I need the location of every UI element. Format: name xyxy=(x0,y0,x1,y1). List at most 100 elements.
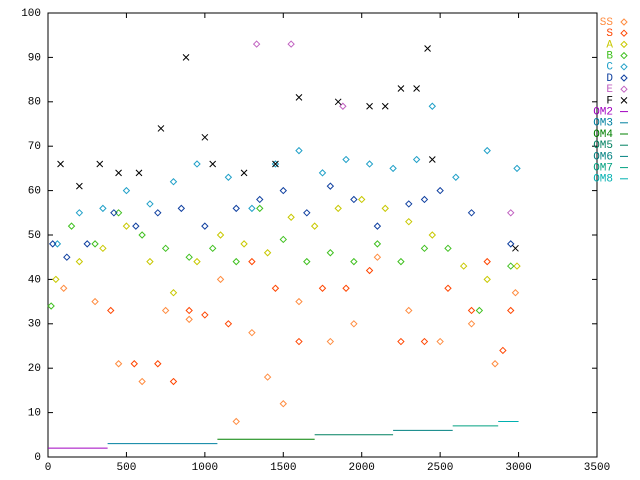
data-point xyxy=(201,311,209,319)
data-point xyxy=(161,244,170,253)
legend-swatch xyxy=(620,85,628,93)
legend-label: OM3 xyxy=(593,118,613,130)
x-tick-label: 2500 xyxy=(427,462,453,474)
data-point xyxy=(96,160,104,168)
data-point xyxy=(365,266,374,275)
x-tick-label: 500 xyxy=(117,462,137,474)
data-point xyxy=(483,275,491,284)
data-point xyxy=(169,289,178,297)
data-point xyxy=(467,306,476,315)
data-point xyxy=(232,257,240,266)
data-point xyxy=(420,195,429,204)
data-point xyxy=(326,337,335,346)
data-point xyxy=(232,417,240,426)
data-point xyxy=(318,284,327,292)
data-point xyxy=(303,209,311,217)
y-tick-label: 80 xyxy=(28,97,41,109)
data-point xyxy=(67,222,76,230)
data-point xyxy=(154,360,162,368)
legend-label: C xyxy=(606,62,613,74)
data-point xyxy=(240,169,248,177)
data-point xyxy=(350,320,358,328)
legend-label: SS xyxy=(600,17,614,29)
data-point xyxy=(48,240,57,248)
data-point xyxy=(513,164,521,173)
legend-swatch xyxy=(620,29,628,37)
legend-label: OM4 xyxy=(593,129,613,141)
data-point xyxy=(224,320,233,328)
data-point xyxy=(512,244,519,252)
data-point xyxy=(428,231,437,239)
data-point xyxy=(185,306,193,315)
data-point xyxy=(57,160,64,168)
data-point xyxy=(334,98,342,106)
data-point xyxy=(107,306,115,315)
data-point xyxy=(381,204,389,213)
data-point xyxy=(154,209,162,217)
legend-swatch xyxy=(620,74,628,82)
data-point xyxy=(287,213,295,221)
data-point xyxy=(412,155,421,164)
data-point xyxy=(318,169,327,177)
data-point xyxy=(146,200,154,208)
data-point xyxy=(342,284,350,292)
data-point xyxy=(295,94,303,101)
data-point xyxy=(252,40,261,48)
data-point xyxy=(373,253,382,261)
data-point xyxy=(428,102,437,110)
data-point xyxy=(99,244,107,253)
data-point xyxy=(310,222,319,230)
y-tick-label: 20 xyxy=(28,363,41,375)
data-point xyxy=(201,133,209,141)
data-point xyxy=(76,182,83,190)
x-tick-label: 2000 xyxy=(349,462,375,474)
data-point xyxy=(444,284,452,292)
data-point xyxy=(397,337,405,346)
data-point xyxy=(436,186,444,195)
data-point xyxy=(507,262,515,270)
data-point xyxy=(279,235,287,244)
legend-label: OM5 xyxy=(593,140,613,152)
data-point xyxy=(334,204,342,213)
data-point xyxy=(272,160,279,168)
data-point xyxy=(59,284,68,292)
y-tick-label: 100 xyxy=(21,8,41,20)
data-point xyxy=(177,204,186,213)
data-point xyxy=(91,240,99,248)
data-point xyxy=(185,253,193,261)
data-point xyxy=(507,209,515,217)
data-point xyxy=(161,306,170,315)
data-point xyxy=(169,178,178,186)
data-point xyxy=(52,275,60,284)
legend-label: OM2 xyxy=(593,107,613,119)
data-point xyxy=(452,173,460,181)
data-point xyxy=(397,257,405,266)
legend-swatch xyxy=(620,63,628,71)
data-point xyxy=(122,222,131,230)
data-point xyxy=(339,102,347,110)
data-point xyxy=(110,209,118,217)
data-point xyxy=(169,377,178,386)
x-tick-label: 3500 xyxy=(584,462,610,474)
data-point xyxy=(132,222,140,230)
legend-swatch xyxy=(620,18,628,26)
data-point xyxy=(138,231,146,239)
data-point xyxy=(405,217,413,226)
legend-swatch xyxy=(620,97,628,104)
x-tick-label: 1000 xyxy=(192,462,218,474)
legend-label: D xyxy=(606,73,613,85)
legend-label: F xyxy=(606,95,613,107)
data-point xyxy=(436,337,444,346)
data-point xyxy=(467,209,476,217)
data-point xyxy=(483,257,491,266)
data-point xyxy=(405,306,413,315)
data-point xyxy=(271,160,280,168)
data-point xyxy=(263,249,272,257)
data-point xyxy=(358,195,366,204)
data-point xyxy=(248,328,256,337)
y-tick-label: 40 xyxy=(28,274,41,286)
x-tick-label: 3000 xyxy=(505,462,531,474)
data-point xyxy=(483,146,491,155)
data-point xyxy=(232,204,240,213)
